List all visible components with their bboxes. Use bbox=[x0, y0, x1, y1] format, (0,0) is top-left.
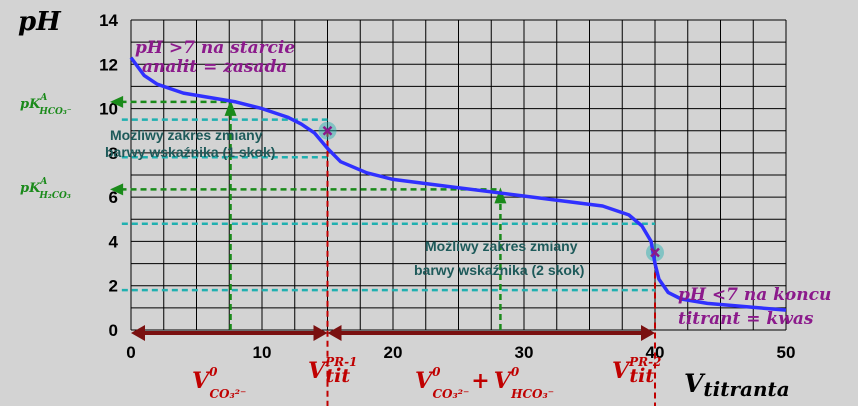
end-note-line2: titrant = kwas bbox=[678, 309, 814, 329]
x-tick-label: 20 bbox=[384, 343, 403, 362]
pk-hco3-sup: A bbox=[39, 93, 47, 103]
y-tick-label: 6 bbox=[109, 188, 118, 207]
v-co3-label: V0 CO₃²⁻ bbox=[192, 365, 246, 401]
y-tick-label: 4 bbox=[109, 232, 119, 251]
y-tick-label: 8 bbox=[109, 144, 118, 163]
x-axis-sub: titranta bbox=[703, 377, 789, 401]
v-sum-main-b: V bbox=[494, 368, 513, 394]
pk-hco3-main: pK bbox=[20, 97, 41, 112]
x-tick-label: 30 bbox=[515, 343, 534, 362]
y-tick-label: 10 bbox=[99, 100, 118, 119]
equivalence-marker-2-b bbox=[650, 247, 660, 258]
v-tit-pr2-main: V bbox=[612, 358, 631, 384]
volume-arrow-2-head-left bbox=[327, 325, 342, 341]
v-tit-pr2-sub: tit bbox=[629, 365, 654, 387]
v-co3-main: V bbox=[192, 368, 211, 394]
y-tick-label: 12 bbox=[99, 55, 118, 74]
volume-arrow-1-head-right bbox=[313, 325, 328, 341]
pk-arrow-left-2 bbox=[110, 183, 124, 196]
pk-arrow-up-1 bbox=[224, 99, 237, 116]
start-note-line1: pH >7 na starcie bbox=[135, 38, 295, 58]
v-sum-sub-b: HCO₃⁻ bbox=[510, 387, 554, 401]
equivalence-marker-1-b bbox=[322, 125, 333, 136]
volume-arrow-1-head-left bbox=[131, 325, 145, 341]
volume-arrow-2-head-right bbox=[641, 325, 655, 341]
x-tick-label: 10 bbox=[253, 343, 272, 362]
x-axis-main: V bbox=[684, 369, 706, 398]
indicator-range-1-line2: barwy wskaźnika (1 skok) bbox=[105, 144, 275, 160]
v-co3-sub: CO₃²⁻ bbox=[209, 387, 246, 401]
indicator-range-2-line1: Możliwy zakres zmiany bbox=[425, 238, 578, 254]
x-axis-label: Vtitranta bbox=[684, 369, 790, 401]
pk-h2co3-label: pKA H₂CO₃ bbox=[20, 177, 71, 201]
pk-h2co3-sup: A bbox=[39, 177, 47, 187]
v-co3-sup: 0 bbox=[209, 365, 218, 379]
pk-arrow-up-2 bbox=[494, 187, 507, 204]
v-sum-sup-b: 0 bbox=[511, 365, 520, 379]
v-sum-main-a: V bbox=[415, 368, 434, 394]
v-sum-label: V0 CO₃²⁻+ V0 HCO₃⁻ bbox=[415, 365, 554, 401]
x-tick-label: 50 bbox=[777, 343, 796, 362]
pk-h2co3-main: pK bbox=[20, 181, 41, 196]
v-tit-pr1-sup: PR-1 bbox=[324, 355, 357, 369]
start-note-line2: analit = zasada bbox=[142, 57, 287, 77]
y-tick-label: 2 bbox=[109, 277, 118, 296]
guide-lines bbox=[110, 95, 664, 406]
v-tit-pr1-label: VPR-1 tit bbox=[308, 355, 357, 387]
indicator-range-1-line1: Możliwy zakres zmiany bbox=[110, 127, 263, 143]
y-tick-label: 0 bbox=[109, 321, 118, 340]
v-tit-pr2-label: VPR-2 tit bbox=[612, 355, 661, 387]
grid bbox=[130, 19, 787, 331]
v-tit-pr1-sub: tit bbox=[325, 365, 350, 387]
v-tit-pr1-main: V bbox=[308, 358, 327, 384]
pk-hco3-sub: HCO₃⁻ bbox=[38, 107, 71, 117]
curve-layer bbox=[129, 56, 787, 312]
pk-arrow-left-1 bbox=[110, 95, 124, 108]
y-tick-label: 14 bbox=[99, 11, 118, 30]
annotation-labels: pH pH >7 na starcie analit = zasada pH <… bbox=[18, 7, 831, 401]
v-sum-plus: + bbox=[471, 368, 489, 394]
v-sum-sup-a: 0 bbox=[432, 365, 441, 379]
indicator-range-2-line2: barwy wskaźnika (2 skok) bbox=[414, 262, 584, 278]
x-tick-label: 0 bbox=[126, 343, 135, 362]
pk-h2co3-sub: H₂CO₃ bbox=[38, 191, 70, 201]
y-axis-label: pH bbox=[18, 7, 62, 37]
v-tit-pr2-sup: PR-2 bbox=[628, 355, 661, 369]
end-note-line1: pH <7 na koncu bbox=[678, 285, 831, 305]
pk-hco3-label: pKA HCO₃⁻ bbox=[20, 93, 72, 117]
v-sum-sub-a: CO₃²⁻ bbox=[432, 387, 469, 401]
